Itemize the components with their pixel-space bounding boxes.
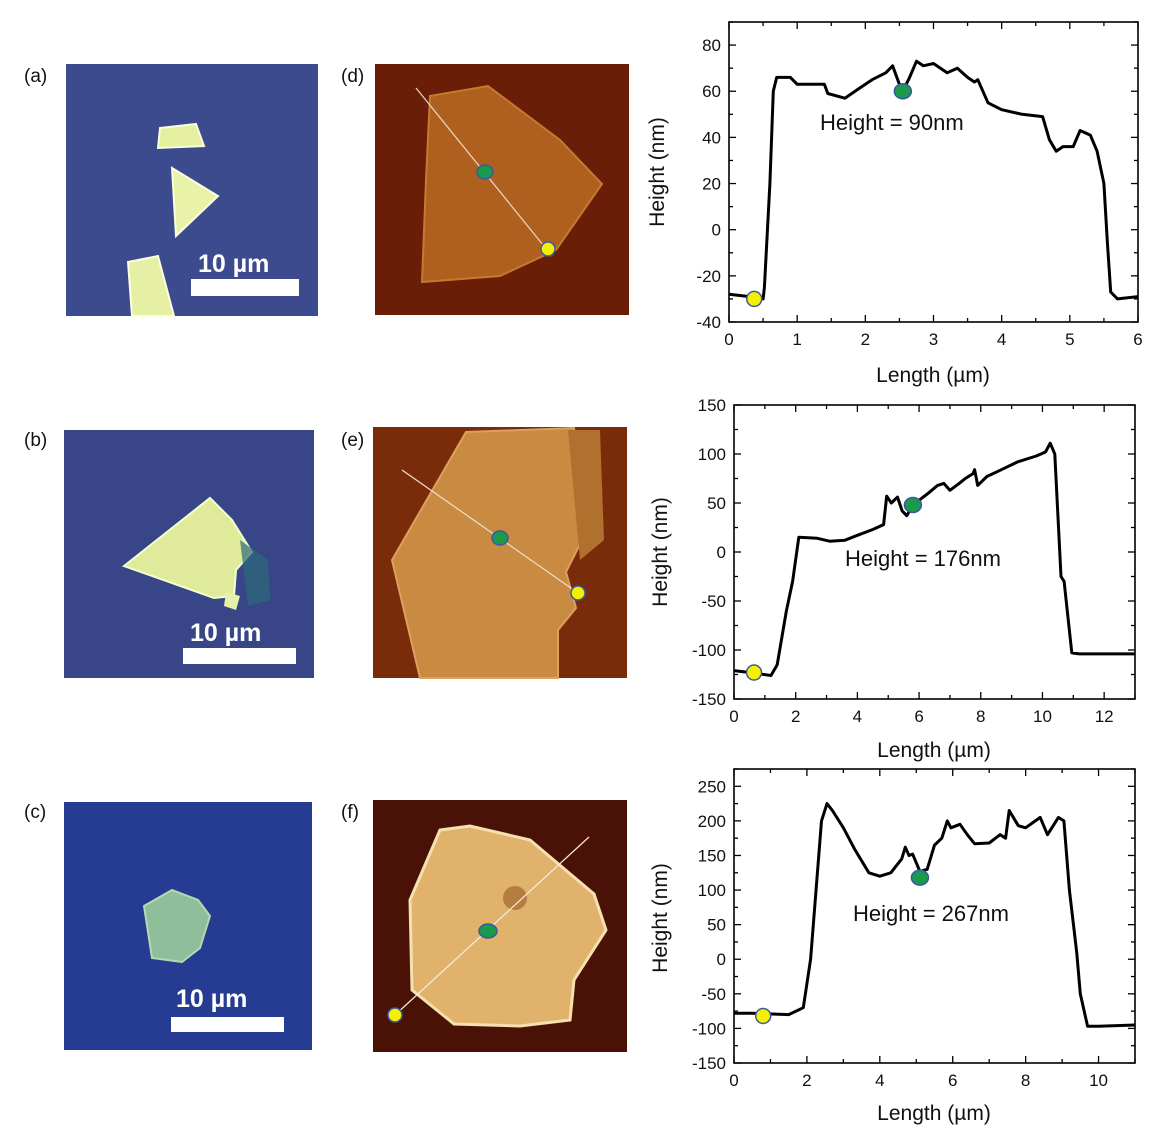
peak-marker — [910, 869, 930, 886]
y-tick-label: 150 — [698, 846, 726, 865]
optical-image-a: 10 µm — [66, 64, 318, 317]
afm-image-f — [373, 800, 627, 1052]
panel-label-f: (f) — [341, 802, 359, 823]
start-marker — [540, 241, 556, 257]
x-tick-label: 4 — [875, 1071, 884, 1090]
y-tick-label: 250 — [698, 777, 726, 796]
afm-image-d — [375, 64, 629, 315]
optical-image-c: 10 µm — [64, 802, 312, 1050]
x-tick-label: 8 — [1021, 1071, 1030, 1090]
height-annotation: Height = 267nm — [853, 901, 1009, 926]
y-tick-label: -50 — [701, 985, 726, 1004]
y-tick-label: 50 — [707, 916, 726, 935]
x-axis-label: Length (µm) — [877, 1102, 991, 1125]
afm-image-e — [373, 426, 627, 679]
height-profile-chart-f: Height = 267nm Length (µm) Height (nm) 0… — [649, 768, 1136, 1125]
scale-bar-label: 10 µm — [198, 250, 269, 278]
peak-marker — [893, 82, 913, 100]
y-tick-label: 0 — [717, 543, 726, 562]
y-tick-label: 60 — [702, 82, 721, 101]
x-tick-label: 2 — [791, 707, 800, 726]
y-tick-label: -100 — [692, 641, 726, 660]
y-tick-label: 50 — [707, 494, 726, 513]
start-marker — [754, 1007, 772, 1025]
y-tick-label: 200 — [698, 812, 726, 831]
x-tick-label: 1 — [792, 330, 801, 349]
x-tick-label: 12 — [1095, 707, 1114, 726]
x-tick-label: 4 — [853, 707, 862, 726]
scale-bar — [183, 648, 296, 664]
y-axis-label: Height (nm) — [649, 497, 672, 607]
x-tick-label: 0 — [729, 707, 738, 726]
x-tick-label: 2 — [802, 1071, 811, 1090]
optical-image-b: 10 µm — [64, 430, 314, 678]
y-tick-label: 150 — [698, 396, 726, 415]
height-annotation: Height = 176nm — [845, 546, 1001, 571]
scale-bar-label: 10 µm — [176, 985, 247, 1013]
x-tick-label: 6 — [1133, 330, 1142, 349]
y-tick-label: -100 — [692, 1019, 726, 1038]
x-tick-label: 8 — [976, 707, 985, 726]
peak-marker — [903, 496, 923, 514]
height-profile-line — [733, 441, 1135, 677]
y-axis-label: Height (nm) — [646, 117, 669, 227]
start-marker — [745, 290, 763, 308]
height-profile-line — [728, 59, 1139, 301]
scale-bar — [171, 1017, 284, 1032]
height-profile-chart-e: Height = 176nm Length (µm) Height (nm) 0… — [649, 396, 1136, 762]
y-tick-label: -20 — [696, 267, 721, 286]
x-axis-label: Length (µm) — [877, 739, 991, 762]
plot-frame — [733, 768, 1136, 1064]
panel-label-e: (e) — [341, 430, 364, 451]
x-axis-label: Length (µm) — [876, 364, 990, 387]
x-tick-label: 3 — [929, 330, 938, 349]
y-tick-label: 80 — [702, 36, 721, 55]
x-tick-label: 6 — [948, 1071, 957, 1090]
scale-bar-label: 10 µm — [190, 619, 261, 647]
height-profile-line — [734, 802, 1136, 1028]
height-profile-chart-d: Height = 90nm Length (µm) Height (nm) 0 1… — [646, 21, 1143, 387]
x-tick-label: 2 — [861, 330, 870, 349]
panel-label-b: (b) — [24, 430, 47, 451]
start-marker — [387, 1007, 403, 1023]
start-marker — [570, 585, 586, 601]
start-marker — [745, 664, 763, 681]
x-tick-label: 0 — [729, 1071, 738, 1090]
x-tick-label: 4 — [997, 330, 1006, 349]
profile-line — [401, 469, 579, 594]
y-tick-label: 0 — [712, 221, 721, 240]
y-tick-label: 20 — [702, 175, 721, 194]
y-axis-label: Height (nm) — [649, 863, 672, 973]
y-tick-label: 40 — [702, 128, 721, 147]
plot-frame — [728, 21, 1139, 323]
peak-marker — [491, 530, 509, 546]
panel-label-c: (c) — [24, 802, 46, 823]
y-tick-label: -40 — [696, 313, 721, 332]
panel-label-a: (a) — [24, 66, 47, 87]
y-tick-label: -50 — [701, 592, 726, 611]
x-tick-label: 5 — [1065, 330, 1074, 349]
y-tick-label: 100 — [698, 445, 726, 464]
x-tick-label: 10 — [1089, 1071, 1108, 1090]
x-tick-label: 6 — [914, 707, 923, 726]
height-annotation: Height = 90nm — [820, 110, 964, 135]
x-tick-label: 10 — [1033, 707, 1052, 726]
y-tick-label: -150 — [692, 690, 726, 709]
y-tick-label: 100 — [698, 881, 726, 900]
panel-label-d: (d) — [341, 66, 364, 87]
y-tick-label: 0 — [717, 950, 726, 969]
y-tick-label: -150 — [692, 1054, 726, 1073]
peak-marker — [476, 164, 494, 180]
x-tick-label: 0 — [724, 330, 733, 349]
scale-bar — [191, 279, 299, 296]
peak-marker — [478, 923, 498, 939]
